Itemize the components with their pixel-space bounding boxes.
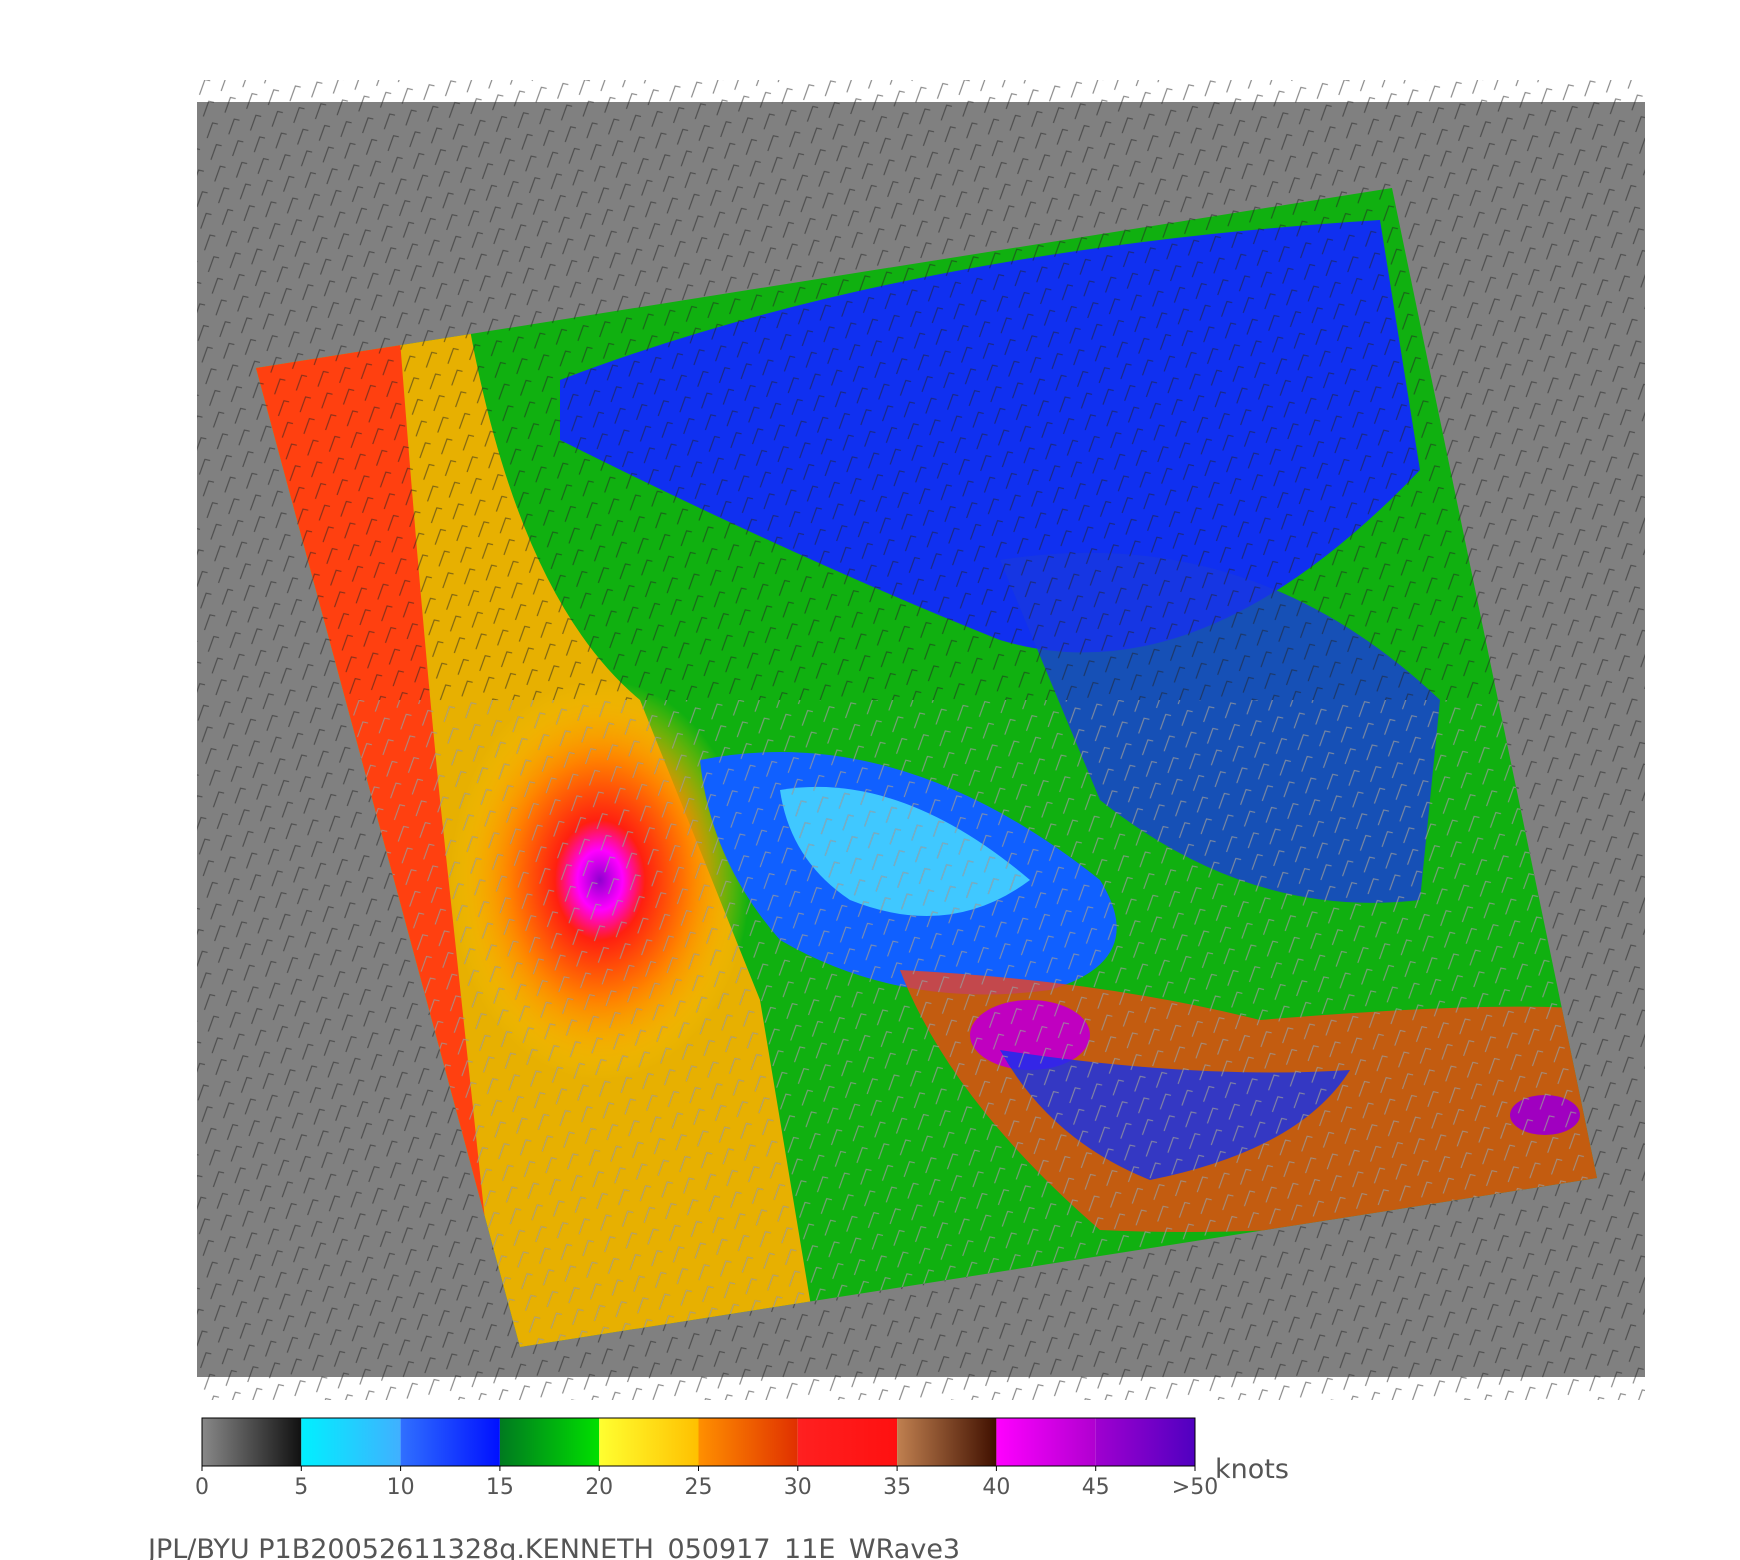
colorbar-bin <box>202 1418 302 1466</box>
colorbar-tick-label: 35 <box>883 1475 911 1500</box>
colorbar-bin <box>599 1418 699 1466</box>
colorbar-tick-label: 45 <box>1082 1475 1110 1500</box>
colorbar-tick-label: 25 <box>685 1475 713 1500</box>
colorbar-tick-label: 30 <box>784 1475 812 1500</box>
colorbar-tick-label: >50 <box>1172 1475 1218 1500</box>
colorbar-bin <box>698 1418 798 1466</box>
colorbar-tick-label: 0 <box>195 1475 209 1500</box>
colorbar-tick-label: 40 <box>982 1475 1010 1500</box>
colorbar-bin <box>400 1418 500 1466</box>
map <box>197 80 1645 1400</box>
colorbar-tick-label: 20 <box>585 1475 613 1500</box>
colorbar-bin <box>1095 1418 1195 1466</box>
colorbar-bin <box>897 1418 997 1466</box>
colorbar-tick-label: 5 <box>294 1475 308 1500</box>
colorbar: 0 5 10 15 20 25 30 35 40 45 >50 <box>195 1417 1218 1500</box>
colorbar-tick-label: 10 <box>387 1475 415 1500</box>
colorbar-unit: knots <box>1215 1454 1289 1485</box>
footer: JPL/BYU P1B20052611328q.KENNETH_050917_1… <box>146 1534 960 1560</box>
colorbar-tick-label: 15 <box>486 1475 514 1500</box>
colorbar-bin <box>797 1418 898 1466</box>
colorbar-bin <box>499 1418 600 1466</box>
colorbar-bin <box>996 1418 1096 1466</box>
colorbar-bin <box>301 1418 401 1466</box>
